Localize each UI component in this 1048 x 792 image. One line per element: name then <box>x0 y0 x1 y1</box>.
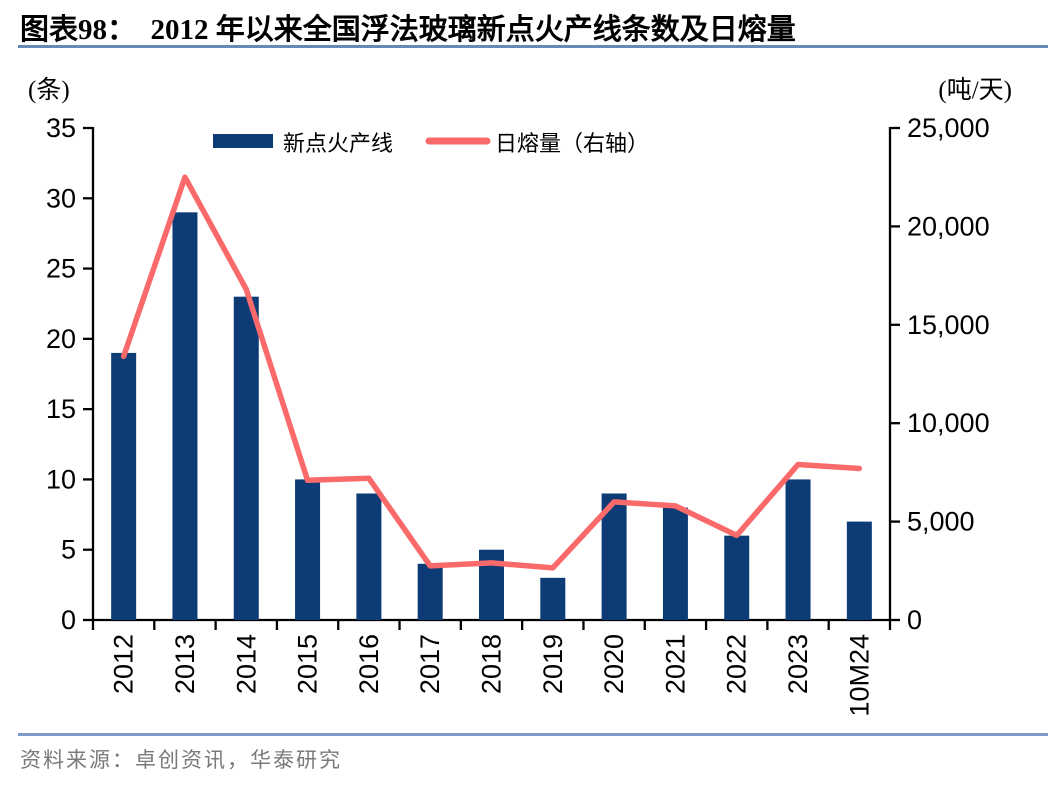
right-tick-label: 15,000 <box>907 310 990 340</box>
x-tick-label: 2019 <box>538 634 568 694</box>
x-tick-label: 10M24 <box>844 634 874 717</box>
left-tick-label: 5 <box>61 535 76 565</box>
source-divider <box>18 733 1048 736</box>
x-tick-label: 2022 <box>722 634 752 694</box>
bar-2023 <box>785 479 811 620</box>
x-tick-label: 2023 <box>783 634 813 694</box>
x-tick-label: 2018 <box>477 634 507 694</box>
left-tick-label: 35 <box>46 113 76 143</box>
right-tick-label: 10,000 <box>907 408 990 438</box>
melt-volume-line <box>120 174 863 571</box>
x-tick-label: 2013 <box>170 634 200 694</box>
left-tick-label: 10 <box>46 464 76 494</box>
left-tick-label: 15 <box>46 394 76 424</box>
x-tick-label: 2015 <box>293 634 323 694</box>
legend-bar-label: 新点火产线 <box>283 131 393 156</box>
title-divider <box>18 45 1048 48</box>
x-tick-label: 2016 <box>354 634 384 694</box>
chart-canvas: 0 5 10 15 20 25 30 35 0 5,000 10,000 15,000 20,000 25… <box>46 113 990 717</box>
right-axis-unit: (吨/天) <box>938 77 1012 104</box>
bar-2021 <box>662 507 688 620</box>
right-tick-label: 0 <box>907 605 922 635</box>
legend-line-label: 日熔量（右轴） <box>495 131 649 156</box>
right-tick-label: 5,000 <box>907 507 975 537</box>
left-tick-label: 25 <box>46 254 76 284</box>
x-tick-label: 2017 <box>415 634 445 694</box>
bar-2015 <box>295 479 321 620</box>
legend-bar-swatch <box>213 134 273 148</box>
bar-2013 <box>172 212 198 620</box>
right-tick-label: 25,000 <box>907 113 990 143</box>
figure-title: 图表98： 2012 年以来全国浮法玻璃新点火产线条数及日熔量 <box>20 14 796 46</box>
bar-2014 <box>233 296 259 620</box>
x-tick-label: 2021 <box>660 634 690 694</box>
source-note: 资料来源：卓创资讯，华泰研究 <box>20 748 342 772</box>
bar-2016 <box>356 493 382 620</box>
x-tick-label: 2020 <box>599 634 629 694</box>
bar-10M24 <box>846 521 872 620</box>
x-tick-label: 2014 <box>231 634 261 694</box>
bar-2022 <box>724 535 750 620</box>
left-axis-unit: (条) <box>28 77 70 104</box>
bar-2017 <box>417 563 443 620</box>
left-tick-label: 0 <box>61 605 76 635</box>
left-tick-label: 30 <box>46 183 76 213</box>
bar-2012 <box>111 352 137 620</box>
bar-2019 <box>540 577 566 620</box>
x-tick-label: 2012 <box>109 634 139 694</box>
left-tick-label: 20 <box>46 324 76 354</box>
right-tick-label: 20,000 <box>907 211 990 241</box>
